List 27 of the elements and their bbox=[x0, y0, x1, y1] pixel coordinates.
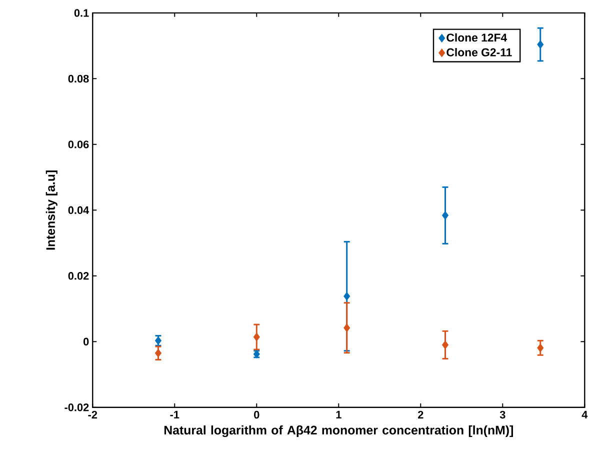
y-tick-label: 0.08 bbox=[68, 74, 89, 82]
y-tick-label: 0.02 bbox=[68, 272, 89, 280]
point bbox=[537, 344, 544, 352]
legend-label: Clone 12F4 bbox=[446, 33, 508, 42]
point bbox=[344, 292, 350, 300]
point bbox=[254, 333, 260, 341]
point bbox=[155, 336, 162, 344]
y-tick-label: 0.04 bbox=[68, 206, 90, 214]
point bbox=[155, 349, 162, 357]
legend-label: Clone G2-11 bbox=[446, 48, 512, 56]
point bbox=[537, 40, 544, 48]
x-tick-label: 0 bbox=[254, 410, 260, 419]
x-tick-label: 4 bbox=[582, 410, 588, 418]
x-tick-label: -1 bbox=[170, 410, 180, 418]
y-tick-label: 0.06 bbox=[68, 140, 89, 148]
y-tick-label: 0.1 bbox=[74, 9, 89, 17]
point bbox=[442, 340, 448, 349]
x-axis-title: Natural logarithm of Aβ42 monomer concentration [ln(nM)] bbox=[164, 425, 513, 437]
x-tick-label: 2 bbox=[418, 410, 424, 418]
y-axis-title: Intensity [a.u] bbox=[46, 170, 58, 250]
point bbox=[344, 324, 350, 332]
point bbox=[442, 211, 448, 220]
x-tick-label: 1 bbox=[336, 410, 342, 418]
x-tick-label: 3 bbox=[500, 410, 506, 419]
y-tick-label: -0.02 bbox=[64, 403, 89, 412]
x-tick-label: -2 bbox=[88, 410, 98, 418]
y-tick-label: 0 bbox=[83, 338, 89, 346]
